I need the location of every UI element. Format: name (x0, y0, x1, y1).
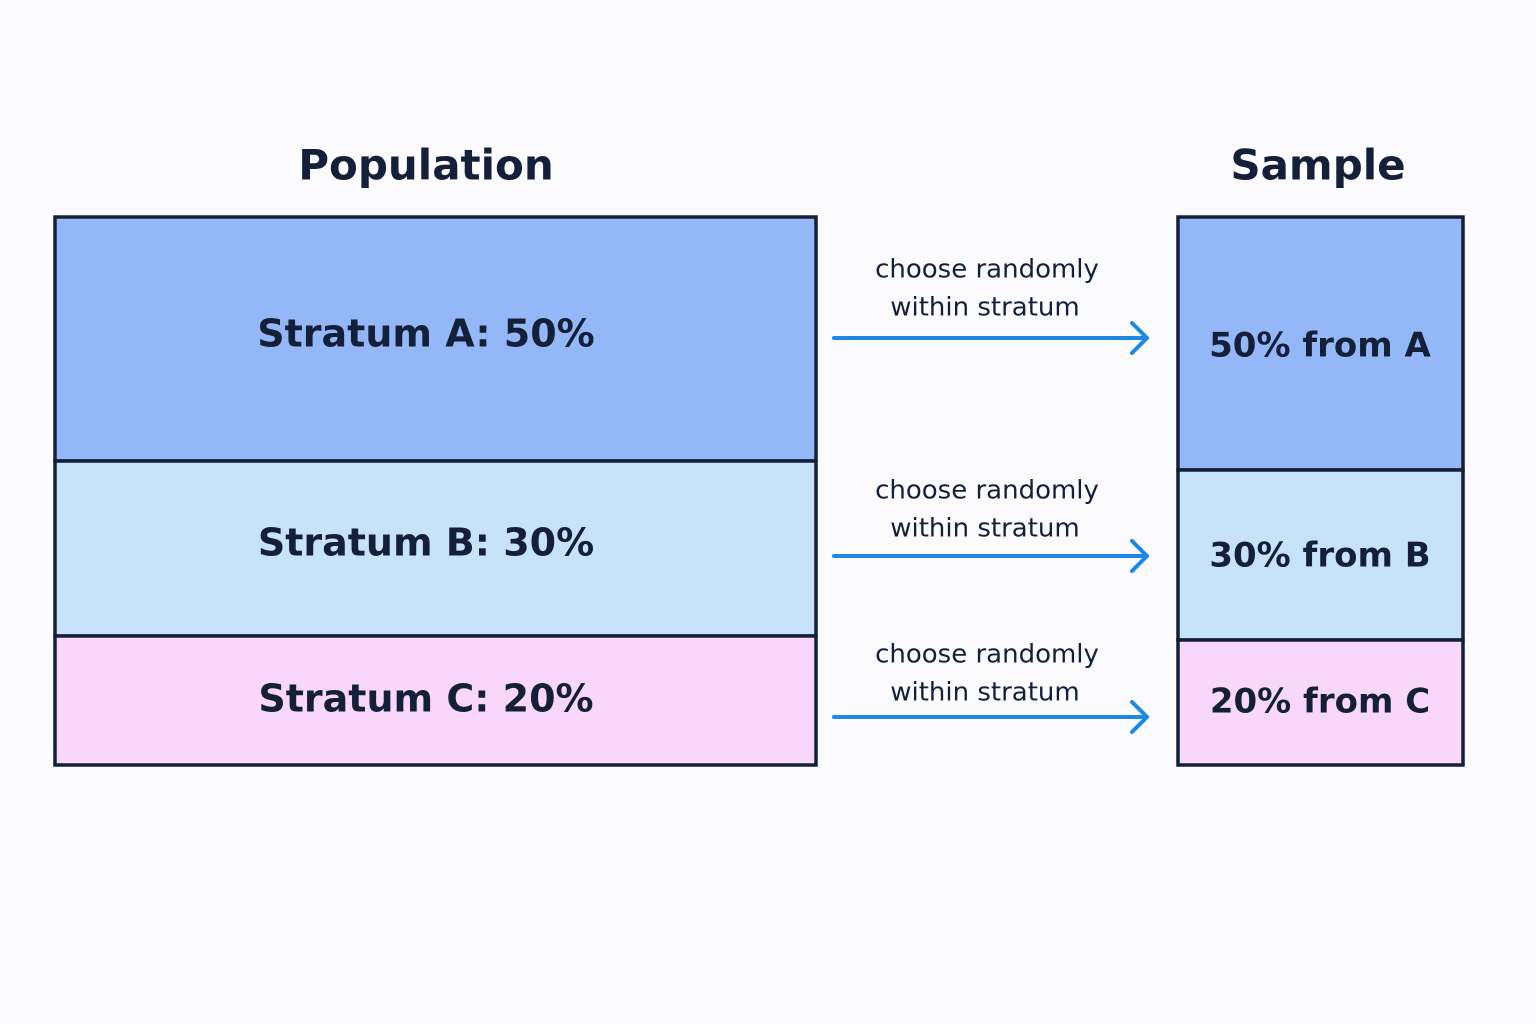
arrow-label: within stratum (890, 514, 1080, 544)
sample-label: 50% from A (1209, 326, 1431, 366)
sample-label: 30% from B (1209, 536, 1430, 576)
arrow (832, 539, 1149, 573)
stratum-label: Stratum B: 30% (258, 521, 594, 565)
arrow-label: within stratum (890, 293, 1080, 323)
sample-label: 20% from C (1210, 682, 1430, 722)
stratum-c-box (53, 634, 818, 767)
arrow (832, 700, 1149, 734)
sample-c-box (1176, 638, 1465, 767)
arrow (832, 321, 1149, 355)
arrow-label: choose randomly (875, 255, 1099, 285)
sample-title: Sample (1230, 141, 1405, 190)
arrow-label: choose randomly (875, 640, 1099, 670)
arrow-label: within stratum (890, 678, 1080, 708)
stratum-label: Stratum A: 50% (257, 312, 594, 356)
arrow-label: choose randomly (875, 476, 1099, 506)
stratum-label: Stratum C: 20% (258, 677, 593, 721)
stratum-a-box (53, 215, 818, 463)
population-title: Population (298, 141, 554, 190)
stratum-b-box (53, 459, 818, 638)
